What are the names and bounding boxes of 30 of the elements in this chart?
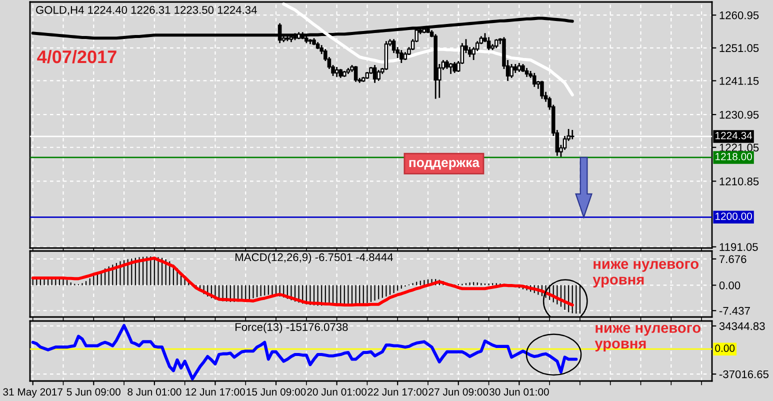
y-tick-label: 0.00 bbox=[719, 281, 740, 290]
x-tick-label: 8 Jun 01:00 bbox=[128, 388, 182, 396]
chart-title: GOLD,H4 1224.40 1226.31 1223.50 1224.34 bbox=[36, 6, 257, 16]
y-tick-label: 1230.95 bbox=[720, 110, 759, 119]
annotation: 4/07/2017 bbox=[37, 50, 116, 64]
y-tick-label: 1260.95 bbox=[720, 11, 759, 20]
y-tick-label: 7.676 bbox=[720, 255, 746, 264]
y-tick-label: -37016.65 bbox=[719, 370, 769, 378]
y-tick-label: 1251.05 bbox=[720, 44, 759, 52]
x-tick-label: 22 Jun 17:00 bbox=[368, 388, 428, 396]
chart-title: MACD(12,26,9) -6.7501 -4.8444 bbox=[236, 252, 394, 264]
annotation: поддержка bbox=[409, 160, 480, 170]
x-tick-label: 31 May 2017 bbox=[3, 388, 62, 398]
x-tick-label: 5 Jun 09:00 bbox=[66, 388, 120, 396]
y-tick-label: 1191.05 bbox=[720, 243, 758, 251]
ref-line-label: 1200.00 bbox=[716, 212, 752, 220]
ref-line-label: 1224.34 bbox=[716, 132, 752, 140]
y-tick-label: 1210.85 bbox=[720, 177, 759, 186]
chart-title: Force(13) -15176.0738 bbox=[236, 322, 348, 334]
y-tick-label: 1221.05 bbox=[720, 144, 759, 152]
y-tick-label: -7.437 bbox=[719, 306, 750, 315]
y-tick-label: 1241.15 bbox=[720, 77, 759, 85]
x-tick-label: 12 Jun 17:00 bbox=[186, 388, 245, 396]
x-tick-label: 30 Jun 01:00 bbox=[489, 388, 549, 396]
y-tick-label: 34344.83 bbox=[719, 322, 765, 330]
x-tick-label: 27 Jun 09:00 bbox=[428, 388, 488, 396]
annotation: ниже нулевого уровня bbox=[592, 260, 698, 288]
ref-line-label: 1218.00 bbox=[716, 152, 752, 160]
x-tick-label: 15 Jun 09:00 bbox=[246, 388, 306, 396]
x-tick-label: 20 Jun 01:00 bbox=[307, 388, 367, 396]
